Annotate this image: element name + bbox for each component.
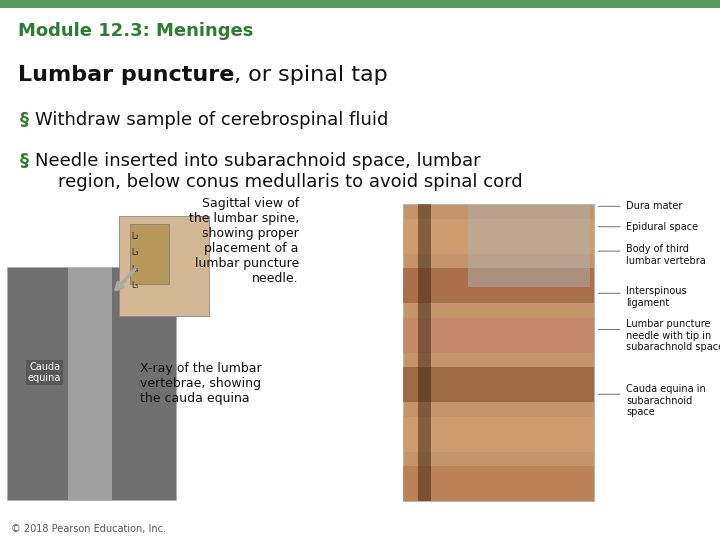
Text: L₄: L₄ xyxy=(131,265,138,274)
Bar xyxy=(68,267,112,500)
Text: L₅: L₅ xyxy=(131,281,138,290)
Bar xyxy=(418,204,431,501)
Text: §: § xyxy=(20,111,29,129)
Text: Sagittal view of
the lumbar spine,
showing proper
placement of a
lumbar puncture: Sagittal view of the lumbar spine, showi… xyxy=(189,197,299,285)
Text: Body of third
lumbar vertebra: Body of third lumbar vertebra xyxy=(626,244,706,266)
Text: Interspinous
ligament: Interspinous ligament xyxy=(626,286,687,308)
Bar xyxy=(403,268,594,303)
Bar xyxy=(7,267,176,500)
Bar xyxy=(403,417,594,451)
Text: §: § xyxy=(20,152,29,170)
Bar xyxy=(403,367,594,402)
Text: Dura mater: Dura mater xyxy=(626,201,683,211)
Bar xyxy=(403,219,594,254)
Text: L₂: L₂ xyxy=(131,232,138,241)
Bar xyxy=(0,0,720,8)
Bar xyxy=(403,467,594,501)
Bar xyxy=(403,204,594,501)
Text: Needle inserted into subarachnoid space, lumbar
    region, below conus medullar: Needle inserted into subarachnoid space,… xyxy=(35,152,522,191)
Text: Withdraw sample of cerebrospinal fluid: Withdraw sample of cerebrospinal fluid xyxy=(35,111,388,129)
Text: Cauda equina in
subarachnoid
space: Cauda equina in subarachnoid space xyxy=(626,384,706,417)
Text: , or spinal tap: , or spinal tap xyxy=(235,65,388,85)
Bar xyxy=(403,318,594,353)
Text: Lumbar puncture: Lumbar puncture xyxy=(18,65,235,85)
Text: © 2018 Pearson Education, Inc.: © 2018 Pearson Education, Inc. xyxy=(11,523,166,534)
Text: L₃: L₃ xyxy=(131,248,138,258)
Text: X-ray of the lumbar
vertebrae, showing
the cauda equina: X-ray of the lumbar vertebrae, showing t… xyxy=(140,362,262,405)
Text: Cauda
equina: Cauda equina xyxy=(28,362,61,383)
Bar xyxy=(119,216,209,316)
Bar xyxy=(130,224,169,284)
Bar xyxy=(468,204,590,287)
Text: Epidural space: Epidural space xyxy=(626,222,698,232)
Text: Lumbar puncture
needle with tip in
subarachnold space: Lumbar puncture needle with tip in subar… xyxy=(626,319,720,353)
Text: Module 12.3: Meninges: Module 12.3: Meninges xyxy=(18,22,253,39)
